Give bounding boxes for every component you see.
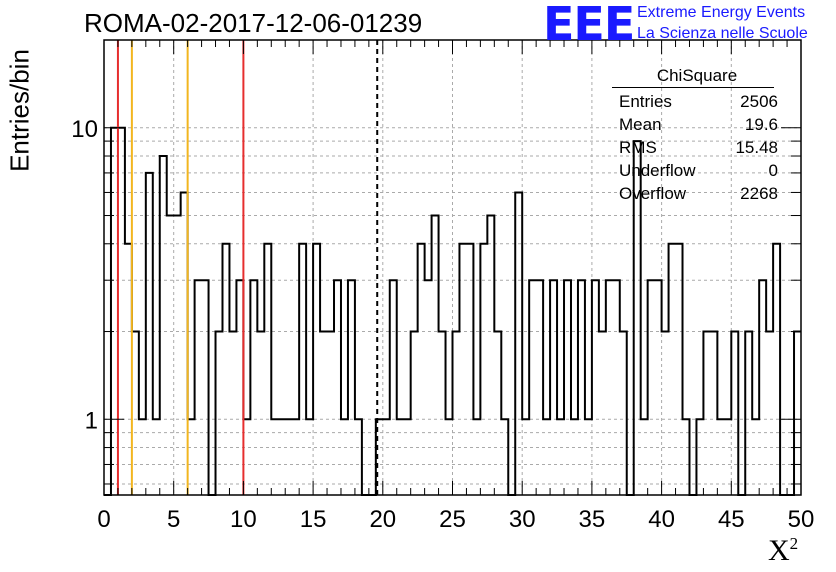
histogram-series [104, 126, 801, 496]
x-axis-label-base: X [768, 534, 790, 567]
x-axis-label: X2 [768, 534, 798, 568]
x-tick-label: 50 [788, 506, 815, 533]
x-tick-label: 0 [97, 506, 110, 533]
stats-row: Underflow 0 [612, 159, 778, 182]
stats-value: 2506 [740, 92, 778, 111]
stats-label: Entries [619, 92, 672, 111]
x-tick-label: 5 [167, 506, 180, 533]
stats-row: Entries 2506 [612, 90, 778, 113]
stats-label: Overflow [619, 184, 687, 203]
y-tick-label: 1 [85, 407, 98, 434]
stats-box: ChiSquare Entries 2506 Mean 19.6 RMS 15.48 … [612, 66, 778, 205]
stats-label: Mean [619, 115, 662, 134]
x-tick-label: 25 [439, 506, 466, 533]
x-tick-label: 10 [230, 506, 257, 533]
stats-label: Underflow [619, 161, 696, 180]
y-axis-label: Entries/bin [4, 49, 35, 172]
y-tick-label: 10 [71, 116, 98, 143]
x-tick-label: 40 [648, 506, 675, 533]
stats-value: 2268 [740, 184, 778, 203]
logo-line-2: La Scienza nelle Scuole [637, 25, 808, 42]
stats-row: RMS 15.48 [612, 136, 778, 159]
stats-value: 0 [768, 161, 778, 180]
eee-logo: EEE [543, 0, 635, 51]
stats-row: Mean 19.6 [612, 113, 778, 136]
stats-label: RMS [619, 138, 657, 157]
stats-title: ChiSquare [612, 66, 774, 88]
stats-value: 19.6 [744, 115, 778, 134]
stats-value: 15.48 [735, 138, 778, 157]
x-tick-label: 45 [718, 506, 745, 533]
logo-line-1: Extreme Energy Events [637, 4, 806, 21]
x-tick-label: 30 [509, 506, 536, 533]
x-tick-label: 20 [369, 506, 396, 533]
stats-row: Overflow 2268 [612, 182, 778, 205]
eee-logo-text: Extreme Energy Events La Scienza nelle S… [637, 2, 808, 44]
x-tick-label: 35 [579, 506, 606, 533]
page-title: ROMA-02-2017-12-06-01239 [84, 8, 423, 38]
x-tick-label: 15 [300, 506, 327, 533]
x-axis-label-sup: 2 [789, 534, 799, 553]
